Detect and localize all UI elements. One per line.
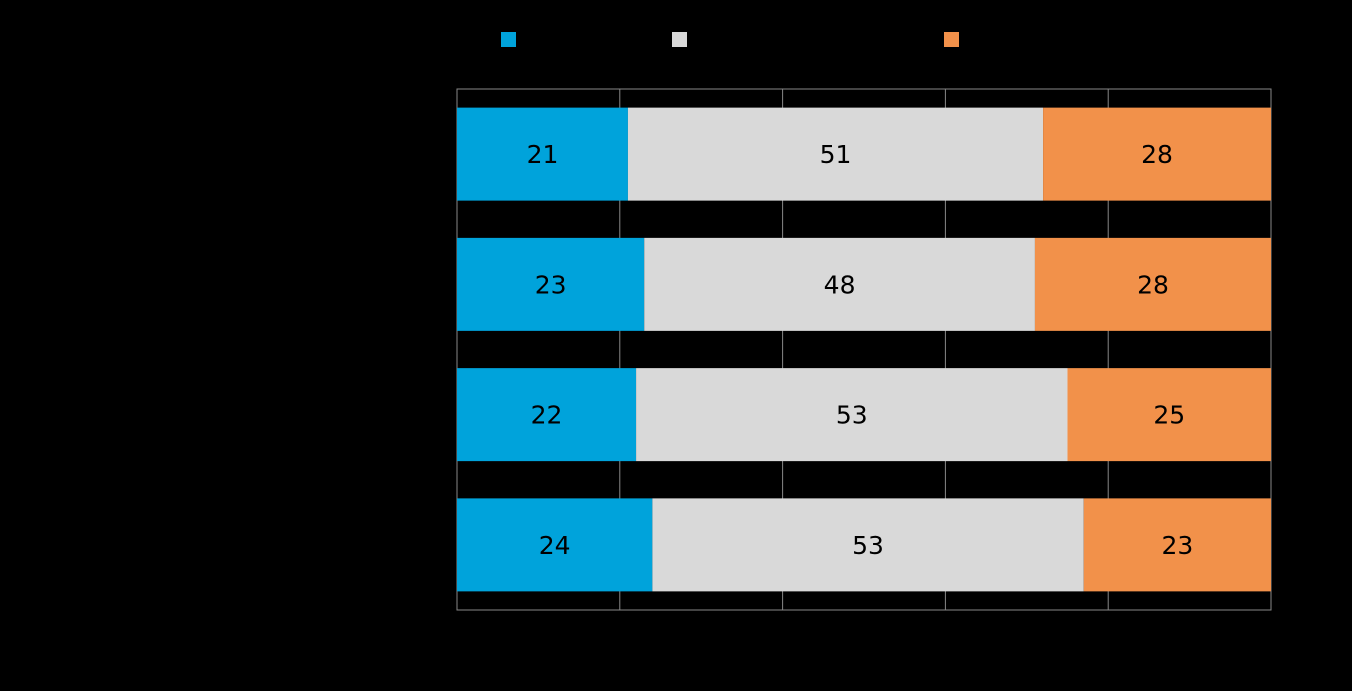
legend-item-3 [944, 30, 967, 48]
data-label-2-row-4: 53 [852, 531, 884, 560]
bar-segment-2-row-3 [636, 368, 1068, 462]
legend-swatch-2 [672, 31, 687, 47]
plot-frame [456, 88, 1272, 611]
bar-segment-1-row-2 [457, 237, 645, 331]
data-label-1-row-3: 22 [531, 401, 563, 430]
data-label-1-row-2: 23 [535, 270, 567, 299]
bar-segment-3-row-1 [1043, 107, 1271, 201]
legend-item-1 [501, 30, 524, 48]
data-label-2-row-1: 51 [820, 140, 852, 169]
data-label-1-row-4: 24 [539, 531, 571, 560]
bar-segment-3-row-3 [1067, 368, 1271, 462]
bar-segment-1-row-1 [457, 107, 628, 201]
bar-segment-2-row-4 [652, 498, 1084, 592]
bar-segment-2-row-1 [627, 107, 1044, 201]
data-label-1-row-1: 21 [527, 140, 559, 169]
data-label-3-row-4: 23 [1161, 531, 1193, 560]
data-label-3-row-3: 25 [1153, 401, 1185, 430]
bar-segment-3-row-4 [1083, 498, 1271, 592]
data-label-3-row-1: 28 [1141, 140, 1173, 169]
data-label-2-row-2: 48 [824, 270, 856, 299]
data-label-3-row-2: 28 [1137, 270, 1169, 299]
legend-swatch-1 [501, 31, 516, 47]
bar-segment-1-row-4 [457, 498, 653, 592]
bar-segment-2-row-2 [644, 237, 1035, 331]
legend-item-2 [672, 30, 695, 48]
bar-segment-1-row-3 [457, 368, 637, 462]
legend-swatch-3 [944, 31, 959, 47]
bar-segment-3-row-2 [1034, 237, 1271, 331]
legend [0, 30, 1352, 48]
data-label-2-row-3: 53 [836, 401, 868, 430]
